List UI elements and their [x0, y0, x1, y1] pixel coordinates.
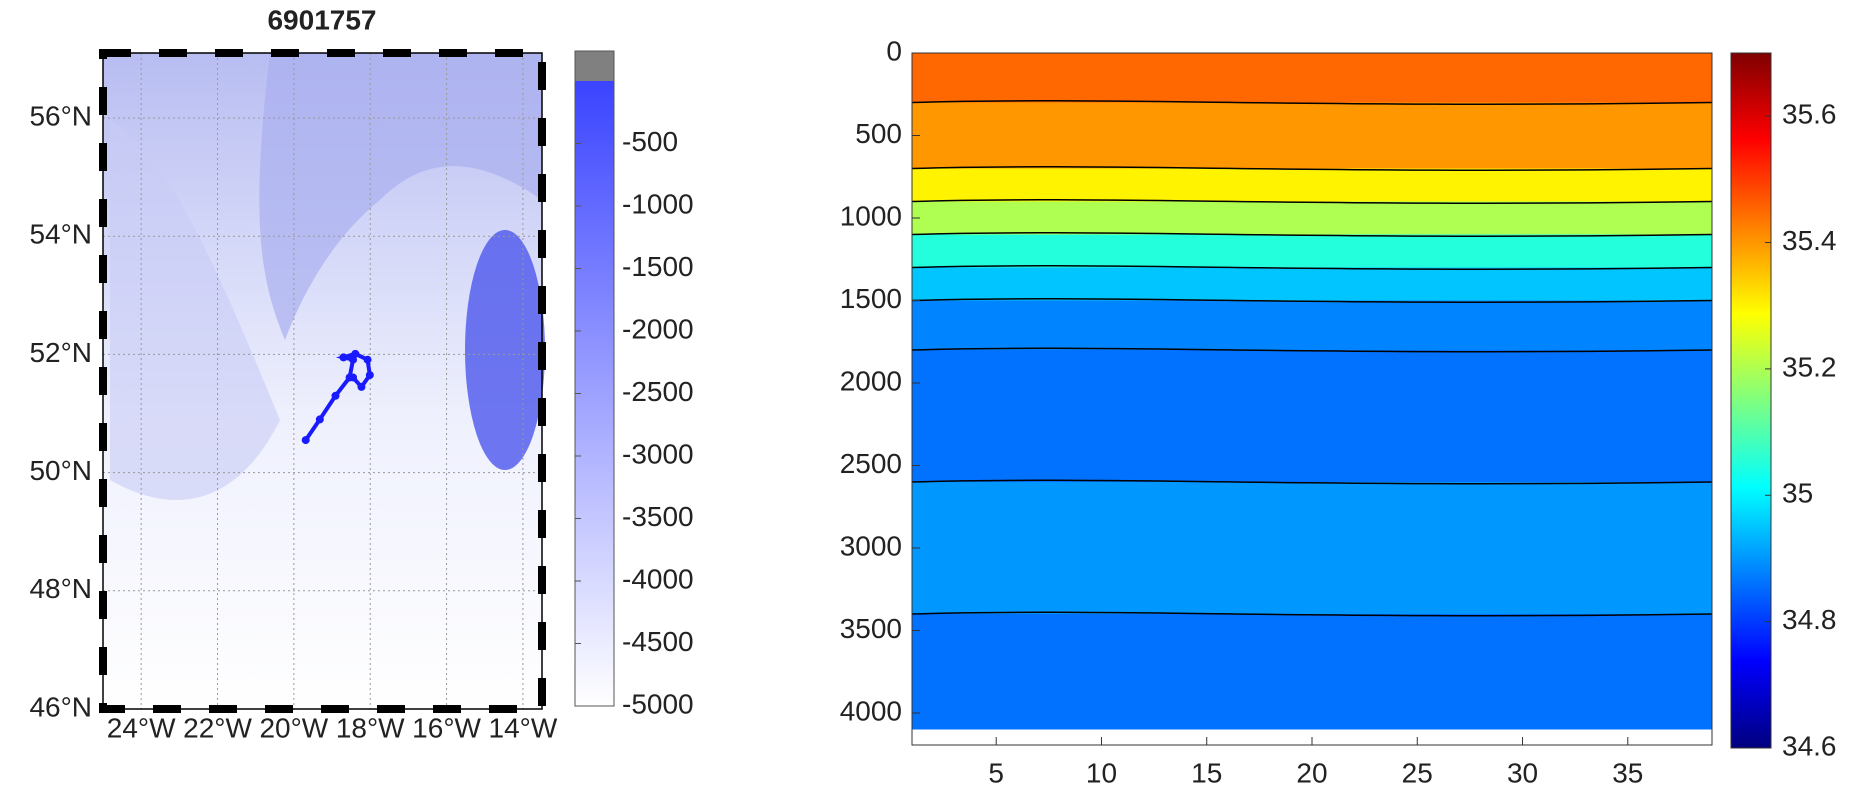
colorbar-tick-label: -3000 [622, 438, 694, 469]
colorbar-tick-label: 35.4 [1782, 225, 1837, 256]
salinity-band [912, 234, 1712, 268]
colorbar-tick-label: 35.6 [1782, 99, 1837, 130]
y-tick-label: 2000 [840, 365, 902, 396]
contour-line [911, 298, 1713, 303]
colorbar-tick-label: -3500 [622, 501, 694, 532]
float-position [339, 353, 348, 362]
contour-line [911, 166, 1713, 171]
colorbar-tick-label: -1000 [622, 188, 694, 219]
contour-line [911, 611, 1713, 617]
salinity-band [912, 481, 1712, 614]
map-title: 6901757 [267, 4, 376, 35]
x-tick-label: 14°W [489, 712, 558, 743]
salinity-band [912, 613, 1712, 730]
float-position [357, 382, 366, 391]
colorbar-tick-label: -5000 [622, 688, 694, 719]
y-tick-label: 56°N [29, 100, 92, 131]
y-tick-label: 2500 [840, 448, 902, 479]
y-tick-label: 52°N [29, 337, 92, 368]
colorbar-tick-label: -2500 [622, 376, 694, 407]
colorbar-tick-label: 34.8 [1782, 604, 1837, 635]
float-position [349, 373, 358, 382]
y-tick-label: 1500 [840, 283, 902, 314]
contour-line [911, 232, 1713, 237]
colorbar-frame [574, 50, 615, 707]
colorbar-tick-label: -1500 [622, 251, 694, 282]
colorbar-tick-label: -500 [622, 126, 678, 157]
float-position [315, 415, 324, 424]
colorbar-tick-label: 34.6 [1782, 730, 1837, 761]
x-tick-label: 35 [1612, 757, 1643, 788]
salinity-band [912, 102, 1712, 169]
x-tick-label: 24°W [107, 712, 176, 743]
salinity-band [912, 267, 1712, 301]
y-tick-label: 500 [855, 118, 902, 149]
x-tick-label: 15 [1191, 757, 1222, 788]
salinity-band [912, 53, 1712, 103]
y-tick-label: 50°N [29, 455, 92, 486]
contour-line [911, 265, 1713, 270]
colorbar-tick-label: 35.2 [1782, 351, 1837, 382]
y-tick-label: 3500 [840, 613, 902, 644]
float-position [363, 355, 372, 364]
colorbar-land [575, 51, 614, 81]
deep-basin [465, 230, 545, 470]
colorbar-tick-label: -4000 [622, 563, 694, 594]
x-tick-label: 10 [1086, 757, 1117, 788]
x-tick-label: 16°W [412, 712, 481, 743]
x-tick-label: 18°W [336, 712, 405, 743]
contour-line [911, 479, 1713, 485]
y-tick-label: 4000 [840, 695, 902, 726]
x-tick-label: 20°W [259, 712, 328, 743]
colorbar-tick-label: -4500 [622, 626, 694, 657]
salinity-band [912, 168, 1712, 202]
y-tick-label: 0 [886, 35, 902, 66]
ridge [110, 120, 280, 500]
contour-line [911, 199, 1713, 204]
x-tick-label: 30 [1507, 757, 1538, 788]
salinity-band [912, 300, 1712, 350]
float-position [365, 371, 374, 380]
contour-line [911, 347, 1713, 353]
float-position [351, 349, 360, 358]
float-position [331, 391, 340, 400]
map-frame [102, 52, 543, 710]
y-tick-label: 48°N [29, 573, 92, 604]
salinity-band [912, 349, 1712, 482]
colorbar-tick-label: -2000 [622, 313, 694, 344]
x-tick-label: 25 [1402, 757, 1433, 788]
x-tick-label: 5 [988, 757, 1004, 788]
y-tick-label: 1000 [840, 200, 902, 231]
colorbar [575, 81, 614, 706]
contour-line [911, 100, 1713, 105]
salinity-band [912, 201, 1712, 235]
map-panel [103, 53, 545, 709]
float-position [301, 436, 310, 445]
y-tick-label: 3000 [840, 530, 902, 561]
x-tick-label: 22°W [183, 712, 252, 743]
deep-basin [259, 53, 542, 340]
x-tick-label: 20 [1296, 757, 1327, 788]
colorbar [1730, 52, 1772, 749]
colorbar-tick-label: 35 [1782, 478, 1813, 509]
y-tick-label: 54°N [29, 219, 92, 250]
y-tick-label: 46°N [29, 691, 92, 722]
